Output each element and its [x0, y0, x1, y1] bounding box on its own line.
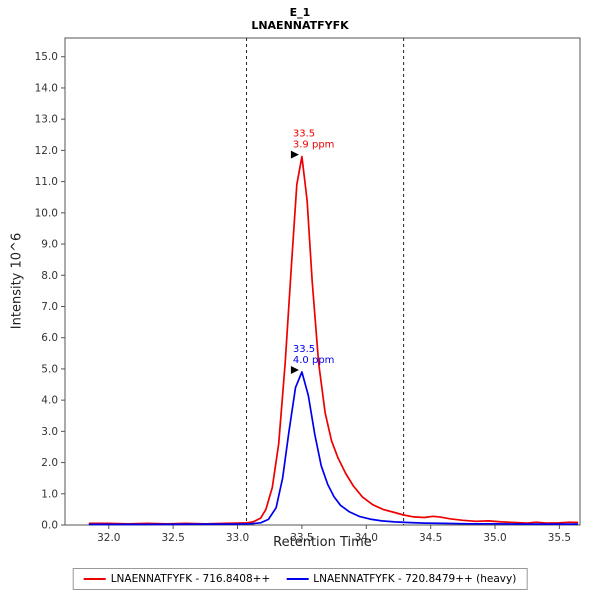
legend-line-swatch [83, 578, 106, 580]
x-tick-label: 34.0 [355, 532, 378, 544]
chart-title: E_1 [289, 6, 311, 19]
x-tick-label: 33.5 [290, 532, 313, 544]
chart-subtitle: LNAENNATFYFK [251, 19, 349, 32]
legend-item-0: LNAENNATFYFK - 716.8408++ [83, 573, 271, 585]
peak-annotation-0-line-0: 33.5 [293, 129, 315, 140]
y-tick-label: 5.0 [41, 363, 58, 375]
peak-annotation-1-line-1: 4.0 ppm [293, 355, 335, 366]
legend-item-1: LNAENNATFYFK - 720.8479++ (heavy) [286, 573, 516, 585]
legend-line-swatch [286, 578, 309, 580]
y-tick-label: 2.0 [41, 457, 58, 469]
series-line-1[interactable] [88, 371, 579, 526]
x-tick-label: 35.0 [483, 532, 506, 544]
y-tick-label: 12.0 [35, 145, 58, 157]
y-axis-label: Intensity 10^6 [9, 232, 25, 330]
peak-arrow-icon [290, 366, 299, 375]
y-tick-label: 9.0 [41, 239, 58, 251]
x-tick-label: 33.0 [226, 532, 249, 544]
legend-label: LNAENNATFYFK - 716.8408++ [110, 573, 271, 585]
y-tick-label: 6.0 [41, 332, 58, 344]
legend: LNAENNATFYFK - 716.8408++ LNAENNATFYFK - … [72, 568, 528, 590]
y-tick-label: 4.0 [41, 395, 58, 407]
x-tick-label: 32.5 [161, 532, 184, 544]
peak-arrow-icon [290, 150, 299, 159]
legend-label: LNAENNATFYFK - 720.8479++ (heavy) [313, 573, 517, 585]
y-tick-label: 11.0 [35, 176, 58, 188]
y-tick-label: 3.0 [41, 426, 58, 438]
y-tick-label: 0.0 [41, 520, 58, 532]
y-tick-label: 13.0 [35, 114, 58, 126]
plot-border [64, 37, 581, 526]
peak-annotation-1-line-0: 33.5 [293, 344, 315, 355]
x-axis-label: Retention Time [273, 535, 372, 550]
y-tick-label: 8.0 [41, 270, 58, 282]
y-tick-label: 10.0 [35, 207, 58, 219]
x-tick-label: 35.5 [548, 532, 571, 544]
series-line-0[interactable] [88, 155, 579, 525]
y-tick-label: 14.0 [35, 82, 58, 94]
y-tick-label: 15.0 [35, 51, 58, 63]
peak-annotation-0-line-1: 3.9 ppm [293, 140, 335, 151]
x-tick-label: 34.5 [419, 532, 442, 544]
x-tick-label: 32.0 [97, 532, 120, 544]
y-tick-label: 1.0 [41, 488, 58, 500]
y-tick-label: 7.0 [41, 301, 58, 313]
chart-header: E_1 LNAENNATFYFK [0, 6, 600, 32]
